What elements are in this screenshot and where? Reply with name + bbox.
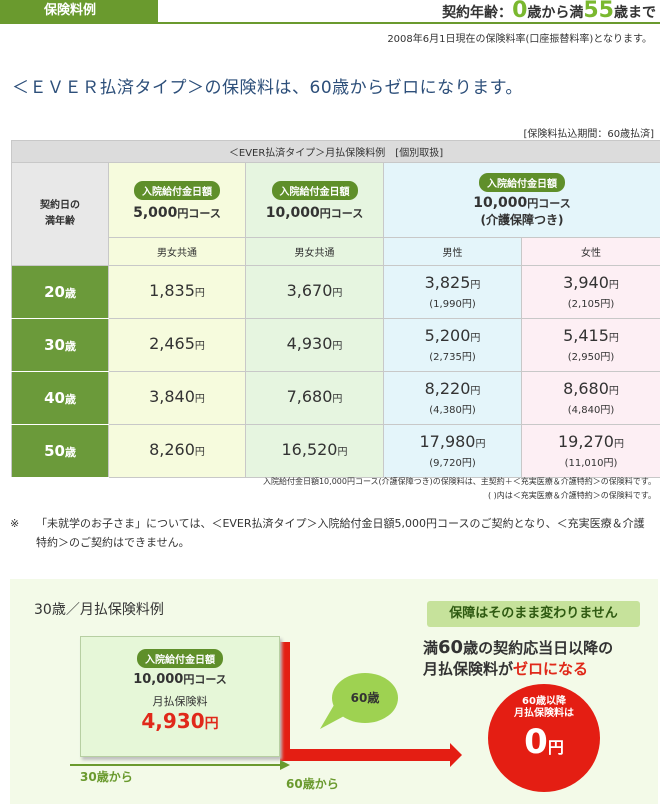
table-row: 50歳 8,260円 16,520円 17,980円 (9,720円) 19,27…	[11, 424, 660, 478]
from-60-label: 60歳から	[286, 777, 339, 791]
plan-pill: 入院給付金日額	[271, 180, 358, 200]
note-text: 「未就学のお子さま」については、＜EVER払済タイプ＞入院給付金日額5,000円…	[36, 517, 645, 549]
coverage-badge: 保障はそのまま変わりません	[427, 601, 640, 627]
age-cell: 30歳	[11, 318, 109, 372]
table-row: 40歳 3,840円 7,680円 8,220円 (4,380円) 8,680円(…	[11, 371, 660, 425]
header-bar: 保険料例 契約年齢：0歳から満55歳まで	[0, 0, 660, 24]
age-cell: 20歳	[11, 265, 109, 319]
zero-yen-circle: 60歳以降 月払保険料は 0円	[488, 684, 600, 792]
premium-arrow	[280, 642, 462, 767]
age-cell: 40歳	[11, 371, 109, 425]
plan-10000-care-header: 入院給付金日額 10,000円コース (介護保障つき)	[383, 162, 660, 238]
table-row: 30歳 2,465円 4,930円 5,200円 (2,735円) 5,415円(…	[11, 318, 660, 372]
notice: ※ 「未就学のお子さま」については、＜EVER払済タイプ＞入院給付金日額5,00…	[10, 514, 655, 552]
zero-message: 満60歳の契約応当日以降の 月払保険料がゼロになる	[423, 637, 614, 678]
from-30-label: 30歳から	[80, 770, 133, 784]
age-60-bubble: 60歳	[332, 673, 398, 723]
table-row: 20歳 1,835円 3,670円 3,825円 (1,990円) 3,940円(…	[11, 265, 660, 319]
contract-age: 契約年齢：0歳から満55歳まで	[442, 0, 656, 23]
age-arrowhead	[280, 760, 290, 770]
page-headline: ＜ＥＶＥＲ払済タイプ＞の保険料は、60歳からゼロになります。	[12, 78, 523, 98]
premium-table: ＜EVER払済タイプ＞月払保険料例 [個別取扱] 契約日の 満年齢 入院給付金日…	[11, 140, 660, 478]
plan-10000-header: 入院給付金日額 10,000円コース	[245, 162, 384, 238]
example-panel: 30歳／月払保険料例 入院給付金日額 10,000円コース 月払保険料 4,93…	[10, 579, 658, 804]
sub-header-unisex: 男女共通	[108, 237, 246, 266]
payment-period: [保険料払込期間：60歳払済]	[523, 129, 654, 140]
footnote-1: 入院給付金日額10,000円コース(介護保障つき)の保険料は、主契約＋＜充実医療…	[262, 477, 656, 486]
card-pill: 入院給付金日額	[137, 649, 223, 668]
table-caption: ＜EVER払済タイプ＞月払保険料例 [個別取扱]	[11, 140, 660, 163]
sub-header-female: 女性	[521, 237, 660, 266]
example-title: 30歳／月払保険料例	[34, 602, 164, 618]
card-label: 月払保険料	[152, 695, 208, 708]
age-header: 契約日の 満年齢	[11, 162, 109, 266]
age-cell: 50歳	[11, 424, 109, 478]
plan-pill: 入院給付金日額	[479, 173, 565, 192]
sub-header-male: 男性	[383, 237, 522, 266]
plan-5000-header: 入院給付金日額 5,000円コース	[108, 162, 246, 238]
as-of-note: 2008年6月1日現在の保険料率(口座振替料率)となります。	[387, 34, 652, 45]
footnote-2: ( )内は＜充実医療＆介護特約＞の保険料です。	[488, 491, 656, 500]
card-premium: 4,930円	[141, 709, 219, 733]
section-tab: 保険料例	[0, 0, 158, 22]
plan-pill: 入院給付金日額	[134, 180, 220, 200]
note-mark: ※	[10, 517, 20, 530]
sub-header-unisex: 男女共通	[245, 237, 384, 266]
example-card: 入院給付金日額 10,000円コース 月払保険料 4,930円	[80, 636, 280, 757]
